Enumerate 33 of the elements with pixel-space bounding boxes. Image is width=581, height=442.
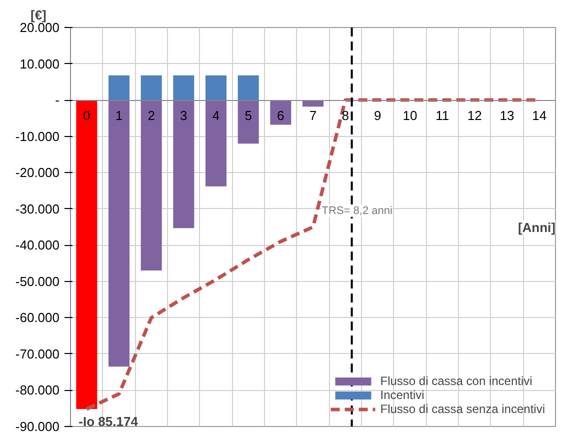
y-tick-label: -90.000	[15, 419, 60, 434]
x-tick-label: 11	[436, 108, 450, 124]
y-tick-label: -50.000	[15, 274, 60, 289]
legend-label: Flusso di cassa con incentivi	[380, 374, 532, 388]
legend-label: Incentivi	[380, 388, 424, 402]
y-tick-label: -70.000	[15, 346, 60, 362]
x-tick-label: 14	[532, 108, 547, 124]
y-tick-label: -30.000	[15, 201, 60, 216]
y-tick-label: -80.000	[15, 382, 60, 398]
x-tick-label: 4	[212, 108, 220, 124]
x-tick-label: 5	[244, 108, 252, 124]
y-tick-label: -10.000	[15, 128, 60, 144]
legend-label: Flusso di cassa senza incentivi	[380, 402, 545, 416]
y-tick-label: -20.000	[15, 165, 60, 180]
x-tick-label: 10	[402, 108, 418, 124]
y-tick-label: 10.000	[20, 56, 60, 72]
x-tick-label: 9	[374, 108, 382, 124]
annotation: -Io 85.174	[78, 414, 139, 429]
x-tick-label: 13	[500, 108, 514, 124]
x-axis-title: [Anni]	[518, 220, 556, 235]
x-tick-label: 6	[277, 108, 284, 124]
x-tick-label: 12	[467, 108, 482, 124]
x-tick-label: 8	[342, 108, 349, 124]
y-tick-label: -	[55, 92, 60, 108]
x-tick-label: 1	[115, 108, 123, 124]
x-tick-label: 3	[180, 108, 188, 124]
y-tick-label: -40.000	[15, 238, 60, 253]
y-tick-label: -60.000	[15, 310, 60, 326]
x-tick-label: 7	[309, 108, 317, 124]
x-tick-label: 2	[148, 108, 155, 124]
ref-line-label: TRS= 8,2 anni	[322, 204, 392, 217]
x-tick-label: 0	[83, 108, 90, 124]
y-axis-title: [€]	[30, 8, 46, 22]
